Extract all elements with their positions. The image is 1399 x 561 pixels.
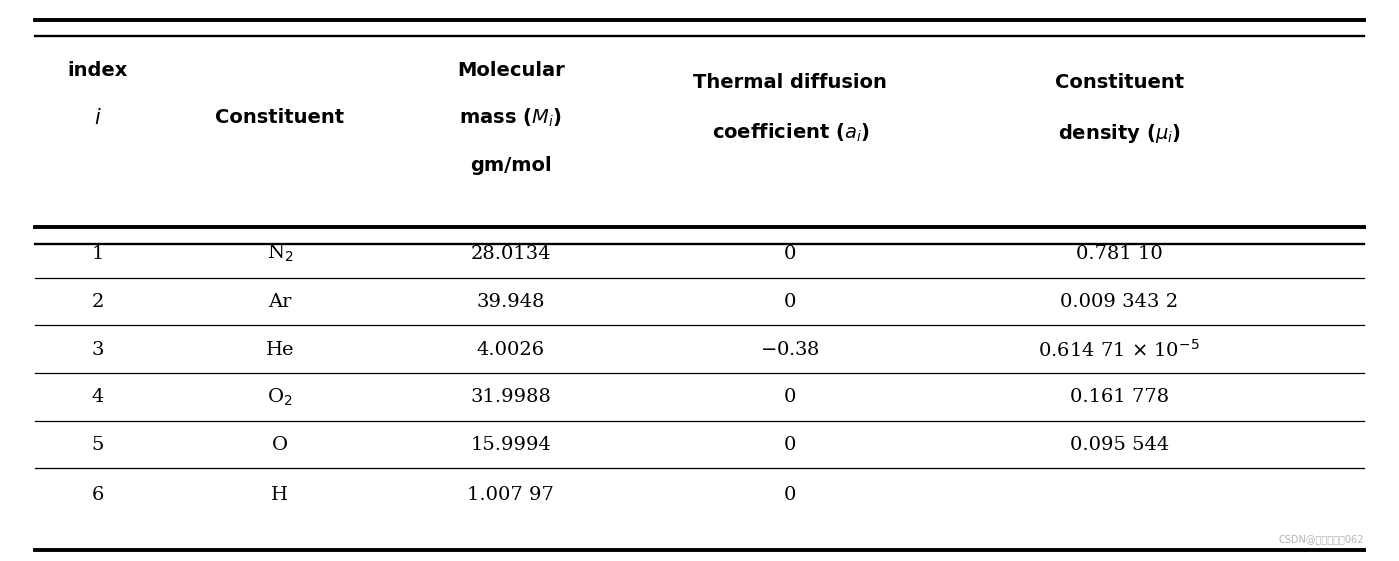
Text: O: O	[271, 436, 288, 454]
Text: 1: 1	[92, 245, 104, 263]
Text: Thermal diffusion: Thermal diffusion	[694, 73, 887, 92]
Text: index: index	[67, 61, 129, 80]
Text: H: H	[271, 486, 288, 504]
Text: 4.0026: 4.0026	[477, 341, 544, 358]
Text: 6: 6	[92, 486, 104, 504]
Text: 39.948: 39.948	[477, 293, 544, 311]
Text: Ar: Ar	[269, 293, 291, 311]
Text: 0.781 10: 0.781 10	[1076, 245, 1163, 263]
Text: 0.161 778: 0.161 778	[1070, 388, 1168, 406]
Text: 15.9994: 15.9994	[470, 436, 551, 454]
Text: 4: 4	[92, 388, 104, 406]
Text: 0: 0	[785, 245, 796, 263]
Text: Molecular: Molecular	[456, 61, 565, 80]
Text: Constituent: Constituent	[1055, 73, 1184, 92]
Text: 1.007 97: 1.007 97	[467, 486, 554, 504]
Text: mass ($\mathit{M_i}$): mass ($\mathit{M_i}$)	[459, 107, 562, 129]
Text: Constituent: Constituent	[215, 108, 344, 127]
Text: 0: 0	[785, 293, 796, 311]
Text: 0.009 343 2: 0.009 343 2	[1060, 293, 1178, 311]
Text: density ($\mathit{\mu_i}$): density ($\mathit{\mu_i}$)	[1058, 122, 1181, 145]
Text: 0.614 71 $\times$ 10$^{-5}$: 0.614 71 $\times$ 10$^{-5}$	[1038, 338, 1200, 361]
Text: 2: 2	[92, 293, 104, 311]
Text: 0.095 544: 0.095 544	[1070, 436, 1168, 454]
Text: CSDN@山上的小民062: CSDN@山上的小民062	[1279, 534, 1364, 544]
Text: 0: 0	[785, 486, 796, 504]
Text: 31.9988: 31.9988	[470, 388, 551, 406]
Text: He: He	[266, 341, 294, 358]
Text: N$_2$: N$_2$	[267, 243, 292, 264]
Text: 3: 3	[92, 341, 104, 358]
Text: 28.0134: 28.0134	[470, 245, 551, 263]
Text: gm/mol: gm/mol	[470, 156, 551, 175]
Text: coefficient ($\mathit{a_i}$): coefficient ($\mathit{a_i}$)	[712, 122, 869, 144]
Text: O$_2$: O$_2$	[267, 387, 292, 408]
Text: 0: 0	[785, 436, 796, 454]
Text: $-$0.38: $-$0.38	[761, 341, 820, 358]
Text: 0: 0	[785, 388, 796, 406]
Text: 5: 5	[92, 436, 104, 454]
Text: $\mathit{i}$: $\mathit{i}$	[94, 108, 102, 128]
